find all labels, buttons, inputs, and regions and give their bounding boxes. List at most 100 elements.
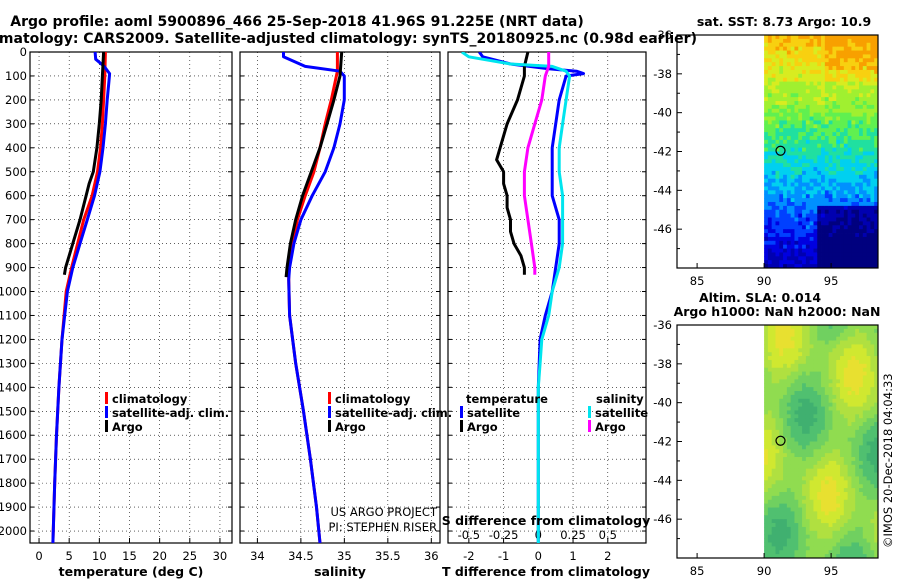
sla-map-cell	[843, 363, 849, 369]
sla-map-cell	[771, 425, 776, 431]
sla-map-cell	[828, 511, 833, 516]
sst-map-cell	[840, 147, 845, 152]
sla-map-cell	[828, 507, 833, 512]
sst-map-cell	[821, 54, 826, 59]
sla-map-cell	[802, 379, 807, 384]
sst-map-cell	[821, 97, 826, 102]
sst-map-cell	[870, 194, 875, 199]
sla-map-cell	[862, 352, 868, 357]
sst-map-cell	[843, 77, 849, 82]
sst-map-cell	[836, 46, 841, 51]
sla-map-cell	[836, 534, 841, 539]
sla-map-cell	[805, 523, 811, 528]
sst-map-cell	[862, 221, 868, 226]
sst-map-cell	[821, 69, 826, 75]
sla-map-cell	[771, 449, 776, 454]
sst-map-cell	[832, 178, 837, 183]
sst-map-cell	[862, 182, 868, 187]
sst-map-cell	[771, 112, 776, 117]
sst-map-cell	[862, 85, 868, 90]
sla-map-cell	[847, 398, 852, 404]
sst-map-cell	[862, 77, 868, 82]
sst-map-cell	[870, 248, 875, 253]
sst-map-cell	[790, 264, 795, 269]
sla-map-cell	[840, 336, 845, 341]
sla-map-cell	[824, 472, 830, 477]
sla-map-cell	[802, 336, 807, 341]
sst-map-cell	[771, 264, 776, 269]
sla-map-cell	[840, 542, 845, 547]
sst-map-cell	[817, 135, 822, 141]
sst-map-cell	[805, 101, 811, 106]
sst-map-cell	[859, 81, 864, 86]
sst-map-cell	[771, 143, 776, 149]
sla-map-cell	[866, 383, 871, 388]
sst-map-cell	[843, 178, 849, 183]
sla-map-cell	[767, 394, 773, 400]
sla-map-cell	[824, 336, 830, 341]
sst-map-cell	[809, 155, 814, 160]
sst-map-cell	[836, 190, 841, 195]
sst-map-cell	[798, 209, 803, 215]
sla-map-cell	[855, 457, 860, 462]
sla-map-cell	[767, 348, 773, 353]
sla-map-cell	[813, 328, 818, 334]
sst-map-cell	[813, 236, 818, 242]
legend-label-t-satellite: satellite	[467, 406, 520, 420]
sla-map-cell	[794, 379, 799, 384]
sla-map-cell	[847, 410, 852, 415]
sla-map-cell	[794, 325, 799, 330]
sla-map-cell	[779, 523, 784, 528]
sst-map-cell	[786, 256, 792, 261]
sst-map-cell	[809, 108, 814, 114]
sla-map-cell	[840, 340, 845, 345]
sst-map-cell	[767, 221, 773, 226]
sla-map-cell	[847, 457, 852, 462]
sla-map-cell	[847, 367, 852, 372]
sst-map-cell	[851, 209, 856, 215]
sla-map-cell	[866, 363, 871, 369]
sla-map-cell	[802, 460, 807, 466]
sst-map-cell	[855, 120, 860, 125]
sst-map-cell	[775, 97, 780, 102]
sst-map-cell	[798, 35, 803, 40]
sla-map-cell	[790, 391, 795, 396]
sla-map-cell	[862, 348, 868, 353]
sst-map-cell	[855, 38, 860, 44]
sla-map-cell	[779, 344, 784, 349]
sst-map-cell	[862, 170, 868, 176]
sst-map-cell	[775, 248, 780, 253]
sst-map-cell	[790, 108, 795, 114]
sst-map-cell	[813, 221, 818, 226]
sst-map-cell	[840, 244, 845, 249]
sla-map-cell	[798, 406, 803, 411]
sst-map-cell	[813, 248, 818, 253]
sst-map-cell	[840, 229, 845, 234]
sla-map-cell	[767, 332, 773, 338]
sla-map-cell	[764, 453, 769, 458]
sst-map-cell	[859, 163, 864, 168]
sst-map-cell	[786, 205, 792, 211]
sst-map-cell	[809, 124, 814, 129]
sla-map-cell	[862, 484, 868, 489]
sst-map-cell	[779, 198, 784, 203]
sst-map-cell	[862, 54, 868, 59]
sla-map-cell	[862, 550, 868, 555]
sla-map-cell	[851, 375, 856, 380]
sla-map-cell	[874, 387, 879, 392]
sst-map-cell	[874, 54, 879, 59]
sla-map-cell	[790, 425, 795, 431]
sla-map-cell	[851, 394, 856, 400]
sla-map-cell	[794, 472, 799, 477]
sst-map-cell	[802, 81, 807, 86]
sst-map-cell	[870, 46, 875, 51]
sst-map-cell	[817, 143, 822, 149]
sst-map-cell	[821, 170, 826, 176]
sla-map-cell	[832, 526, 837, 532]
sla-map-cell	[870, 375, 875, 380]
sst-map-cell	[767, 240, 773, 246]
sla-map-cell	[866, 340, 871, 345]
sst-map-cell	[817, 236, 822, 242]
sla-map-cell	[813, 410, 818, 415]
sst-map-cell	[802, 221, 807, 226]
